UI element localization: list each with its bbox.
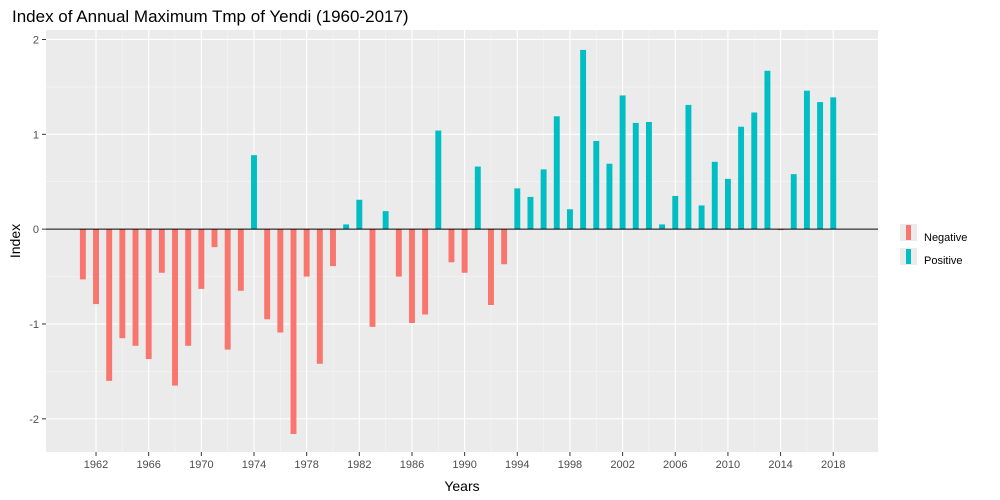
bar-1988	[435, 130, 442, 230]
x-tick-label: 2010	[716, 459, 740, 471]
bar-1993	[501, 229, 508, 265]
bar-1994	[514, 188, 521, 230]
bar-1961	[79, 229, 86, 280]
bar-1987	[422, 229, 429, 315]
bar-1972	[224, 229, 231, 350]
bar-1986	[409, 229, 415, 324]
bar-1962	[93, 229, 99, 305]
bar-2009	[711, 161, 718, 230]
bar-2015	[790, 174, 797, 230]
bar-2001	[606, 163, 613, 230]
bar-2006	[672, 195, 679, 230]
bar-1997	[553, 116, 560, 230]
bar-1973	[237, 229, 244, 291]
bar-1963	[106, 229, 113, 381]
bar-1981	[343, 224, 350, 230]
bar-2008	[698, 205, 705, 230]
legend-key-negative	[906, 225, 911, 240]
y-tick-label: 0	[33, 224, 39, 236]
bar-1976	[277, 229, 284, 333]
bar-1970	[198, 229, 205, 289]
x-tick-label: 2002	[610, 459, 634, 471]
bar-2012	[751, 112, 758, 230]
bar-1985	[395, 229, 402, 277]
bar-2010	[724, 178, 731, 230]
x-tick-label: 1978	[294, 459, 318, 471]
bar-1991	[474, 166, 481, 230]
bar-1999	[580, 49, 587, 230]
bar-2018	[830, 97, 837, 230]
bar-1998	[566, 209, 573, 230]
bars	[79, 49, 837, 434]
legend: Negative Positive	[900, 224, 967, 267]
x-tick-label: 1974	[242, 459, 266, 471]
minor-gridlines	[46, 30, 878, 452]
x-tick-label: 1970	[189, 459, 213, 471]
bar-1983	[369, 229, 376, 327]
legend-key-positive	[906, 249, 911, 264]
bar-2003	[632, 122, 639, 230]
y-tick-label: 2	[33, 34, 39, 46]
bar-1992	[488, 229, 494, 306]
legend-label-negative: Negative	[924, 232, 967, 244]
bar-1979	[316, 229, 323, 364]
bar-1977	[290, 229, 297, 434]
y-tick-label: -2	[29, 414, 39, 426]
bar-1980	[330, 229, 336, 267]
x-axis-title: Years	[444, 478, 479, 494]
x-tick-label: 2014	[768, 459, 792, 471]
x-tick-label: 1986	[400, 459, 424, 471]
bar-1978	[303, 229, 310, 277]
bar-2016	[803, 90, 810, 230]
bar-1969	[185, 229, 192, 346]
bar-2007	[685, 104, 692, 230]
bar-2005	[659, 224, 666, 230]
bar-1971	[211, 229, 218, 248]
chart-title: Index of Annual Maximum Tmp of Yendi (19…	[12, 7, 409, 26]
bar-1975	[264, 229, 271, 320]
x-tick-label: 1966	[136, 459, 160, 471]
bar-1974	[251, 155, 257, 230]
bar-1984	[382, 211, 389, 230]
bar-2011	[738, 126, 745, 230]
x-axis: 1962 1966 1970 1974 1978 1982 1986 1990 1994 1998…	[84, 452, 845, 471]
bar-1966	[145, 229, 152, 360]
x-tick-label: 2006	[663, 459, 687, 471]
x-tick-label: 1990	[452, 459, 476, 471]
x-tick-label: 2018	[821, 459, 845, 471]
bar-2000	[593, 140, 600, 230]
bar-2004	[645, 121, 652, 230]
y-axis-title: Index	[7, 224, 23, 258]
bar-1996	[540, 169, 547, 230]
bar-2017	[817, 102, 824, 230]
y-tick-label: -1	[29, 319, 39, 331]
bar-1965	[132, 229, 139, 346]
legend-label-positive: Positive	[924, 255, 963, 267]
bar-1968	[172, 229, 178, 386]
x-tick-label: 1994	[505, 459, 529, 471]
bar-1964	[119, 229, 126, 339]
x-tick-label: 1982	[347, 459, 371, 471]
x-tick-label: 1962	[84, 459, 108, 471]
bar-1967	[158, 229, 165, 273]
y-tick-label: 1	[33, 129, 39, 141]
bar-2002	[619, 95, 626, 230]
x-tick-label: 1998	[558, 459, 582, 471]
y-axis: -2 -1 0 1 2	[29, 34, 46, 426]
bar-1990	[461, 229, 468, 273]
bar-1982	[356, 199, 363, 230]
bar-2013	[764, 70, 771, 230]
bar-1995	[527, 196, 534, 230]
bar-1989	[448, 229, 455, 263]
